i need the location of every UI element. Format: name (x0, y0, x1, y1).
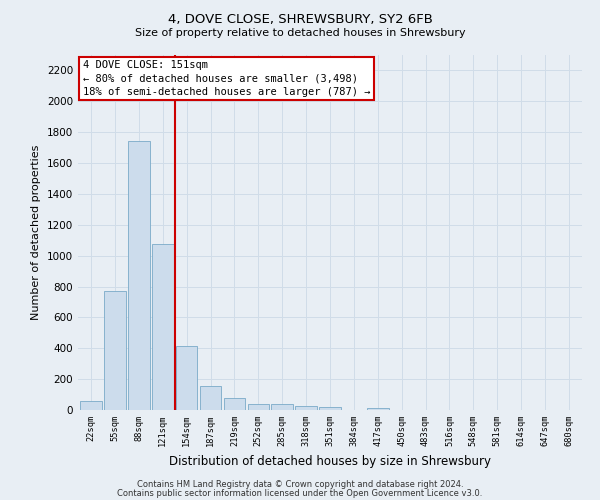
Text: Contains HM Land Registry data © Crown copyright and database right 2024.: Contains HM Land Registry data © Crown c… (137, 480, 463, 489)
Bar (367, 408, 389, 410)
X-axis label: Distribution of detached houses by size in Shrewsbury: Distribution of detached houses by size … (169, 454, 491, 468)
Text: Size of property relative to detached houses in Shrewsbury: Size of property relative to detached ho… (134, 28, 466, 38)
Bar (104, 291, 126, 410)
Bar (152, 244, 173, 410)
Bar (176, 346, 197, 410)
Bar (224, 398, 245, 410)
Text: Contains public sector information licensed under the Open Government Licence v3: Contains public sector information licen… (118, 488, 482, 498)
Bar (200, 386, 221, 410)
Bar (295, 406, 317, 410)
Text: 4 DOVE CLOSE: 151sqm
← 80% of detached houses are smaller (3,498)
18% of semi-de: 4 DOVE CLOSE: 151sqm ← 80% of detached h… (83, 60, 371, 96)
Bar (248, 404, 269, 410)
Y-axis label: Number of detached properties: Number of detached properties (31, 145, 41, 320)
Bar (319, 407, 341, 410)
Bar (271, 404, 293, 410)
Text: 4, DOVE CLOSE, SHREWSBURY, SY2 6FB: 4, DOVE CLOSE, SHREWSBURY, SY2 6FB (167, 12, 433, 26)
Bar (128, 140, 149, 410)
Bar (80, 400, 102, 410)
